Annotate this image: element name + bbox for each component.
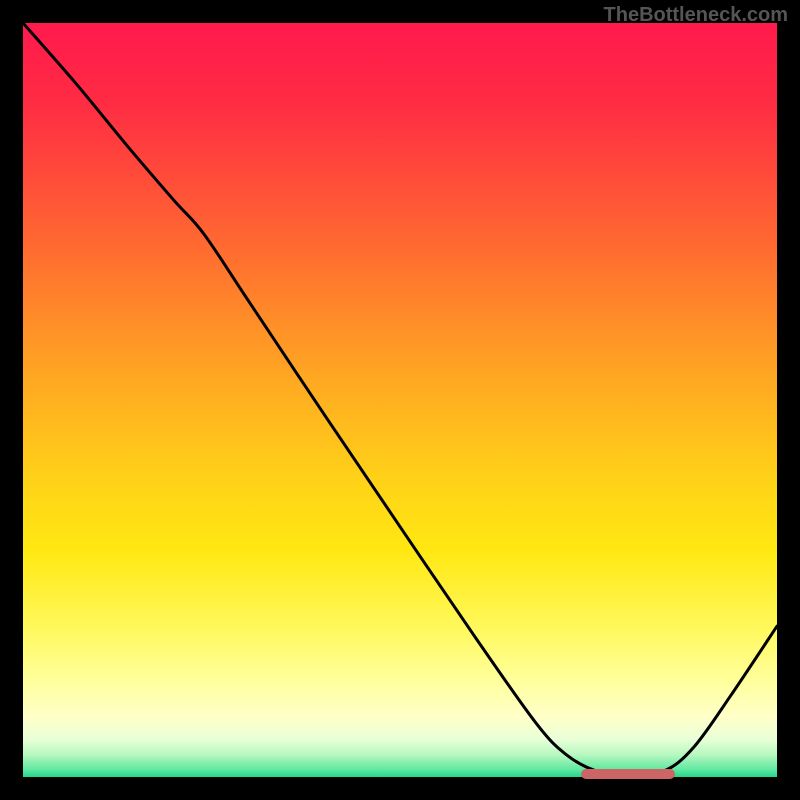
bottleneck-curve [23, 23, 777, 777]
optimal-range-marker [581, 769, 675, 779]
plot-area [23, 23, 777, 777]
attribution-text: TheBottleneck.com [604, 4, 788, 27]
